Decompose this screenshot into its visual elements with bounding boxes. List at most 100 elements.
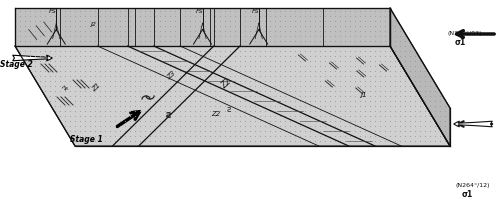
Point — [181, 135, 189, 138]
Point — [316, 130, 324, 133]
Point — [136, 40, 144, 43]
Point — [226, 75, 234, 78]
Point — [111, 20, 119, 23]
Point — [401, 125, 409, 128]
Point — [296, 120, 304, 123]
Point — [111, 65, 119, 68]
Point — [106, 100, 114, 103]
Point — [311, 30, 319, 34]
Point — [171, 45, 179, 48]
Point — [71, 130, 79, 133]
Point — [126, 55, 134, 58]
Point — [216, 125, 224, 128]
Point — [271, 50, 279, 53]
Point — [166, 60, 174, 63]
Point — [416, 115, 424, 118]
Point — [26, 15, 34, 19]
Point — [326, 40, 334, 43]
Point — [101, 45, 109, 48]
Point — [441, 140, 449, 143]
Point — [151, 70, 159, 73]
Point — [166, 135, 174, 138]
Point — [256, 100, 264, 103]
Point — [226, 35, 234, 39]
Point — [56, 80, 64, 83]
Point — [216, 45, 224, 48]
Point — [221, 15, 229, 19]
Point — [301, 70, 309, 73]
Point — [356, 65, 364, 68]
Point — [131, 100, 139, 103]
Point — [316, 30, 324, 34]
Point — [281, 10, 289, 14]
Point — [246, 45, 254, 48]
Point — [181, 50, 189, 53]
Point — [81, 115, 89, 118]
Point — [441, 110, 449, 113]
Point — [391, 135, 399, 138]
Point — [41, 65, 49, 68]
Point — [246, 35, 254, 39]
Point — [61, 50, 69, 53]
Point — [386, 15, 394, 19]
Point — [61, 40, 69, 43]
Point — [171, 15, 179, 19]
Point — [151, 120, 159, 123]
Point — [131, 75, 139, 78]
Point — [296, 100, 304, 103]
Point — [111, 60, 119, 63]
Point — [371, 70, 379, 73]
Point — [191, 100, 199, 103]
Point — [376, 25, 384, 28]
Point — [241, 35, 249, 39]
Point — [176, 130, 184, 133]
Point — [371, 55, 379, 58]
Point — [171, 115, 179, 118]
Point — [421, 105, 429, 108]
Point — [396, 95, 404, 98]
Point — [141, 65, 149, 68]
Point — [306, 130, 314, 133]
Point — [111, 15, 119, 19]
Point — [421, 115, 429, 118]
Point — [76, 80, 84, 83]
Point — [146, 135, 154, 138]
Point — [46, 55, 54, 58]
Point — [251, 105, 259, 108]
Point — [171, 40, 179, 43]
Point — [156, 45, 164, 48]
Point — [381, 100, 389, 103]
Point — [86, 140, 94, 143]
Point — [211, 20, 219, 23]
Point — [71, 75, 79, 78]
Point — [121, 25, 129, 28]
Point — [196, 120, 204, 123]
Point — [306, 50, 314, 53]
Point — [211, 135, 219, 138]
Point — [131, 70, 139, 73]
Point — [36, 30, 44, 34]
Point — [346, 55, 354, 58]
Point — [166, 10, 174, 14]
Point — [51, 20, 59, 23]
Point — [256, 130, 264, 133]
Point — [321, 30, 329, 34]
Point — [111, 130, 119, 133]
Point — [341, 95, 349, 98]
Polygon shape — [15, 47, 450, 146]
Point — [256, 40, 264, 43]
Point — [266, 50, 274, 53]
Point — [186, 55, 194, 58]
Point — [206, 95, 214, 98]
Point — [251, 95, 259, 98]
Point — [321, 140, 329, 143]
Point — [296, 115, 304, 118]
Point — [56, 40, 64, 43]
Point — [406, 140, 414, 143]
Point — [151, 135, 159, 138]
Point — [91, 105, 99, 108]
Point — [306, 15, 314, 19]
Point — [206, 30, 214, 34]
Point — [51, 50, 59, 53]
Point — [366, 140, 374, 143]
